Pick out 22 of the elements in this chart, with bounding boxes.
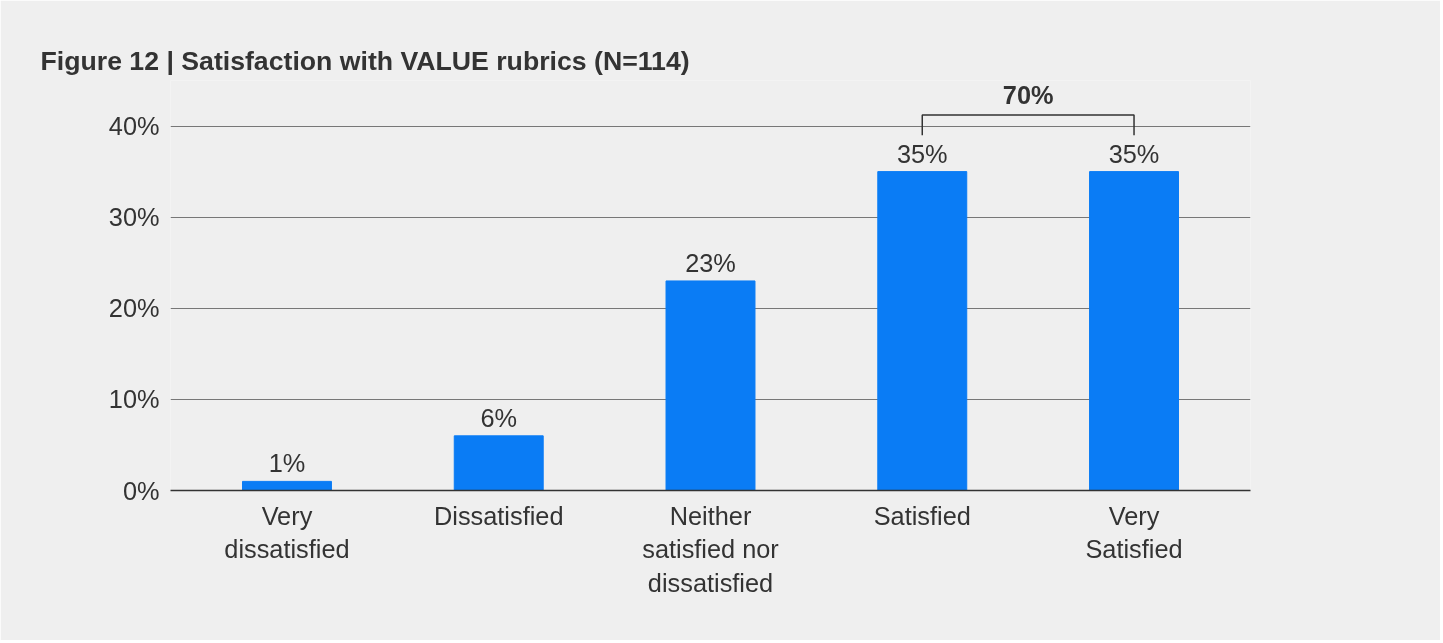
bar xyxy=(242,480,332,491)
annotation: 70% xyxy=(1002,81,1054,110)
data-label: 35% xyxy=(1108,139,1160,168)
y-tick-label: 0% xyxy=(122,476,160,505)
data-label: 23% xyxy=(685,248,736,277)
chart-title: Figure 12 | Satisfaction with VALUE rubrics (N=114) xyxy=(40,45,690,76)
y-tick-label: 30% xyxy=(108,203,160,232)
bar xyxy=(1089,171,1179,491)
y-tick-label: 10% xyxy=(108,385,160,414)
y-tick-label: 40% xyxy=(108,112,160,141)
data-label: 6% xyxy=(480,403,518,432)
x-tick-label: Very Satisfied xyxy=(1085,501,1183,564)
x-tick-label: Very dissatisfied xyxy=(224,501,350,564)
x-tick-label: Neither satisfied nor dissatisfied xyxy=(642,501,780,597)
x-tick-label: Satisfied xyxy=(873,501,971,530)
x-tick-label: Dissatisfied xyxy=(433,501,564,530)
bar xyxy=(877,171,968,491)
bar xyxy=(665,280,756,491)
data-label: 35% xyxy=(896,139,948,168)
y-tick-label: 20% xyxy=(108,294,160,323)
bar xyxy=(453,435,544,491)
data-label: 1% xyxy=(268,449,306,478)
